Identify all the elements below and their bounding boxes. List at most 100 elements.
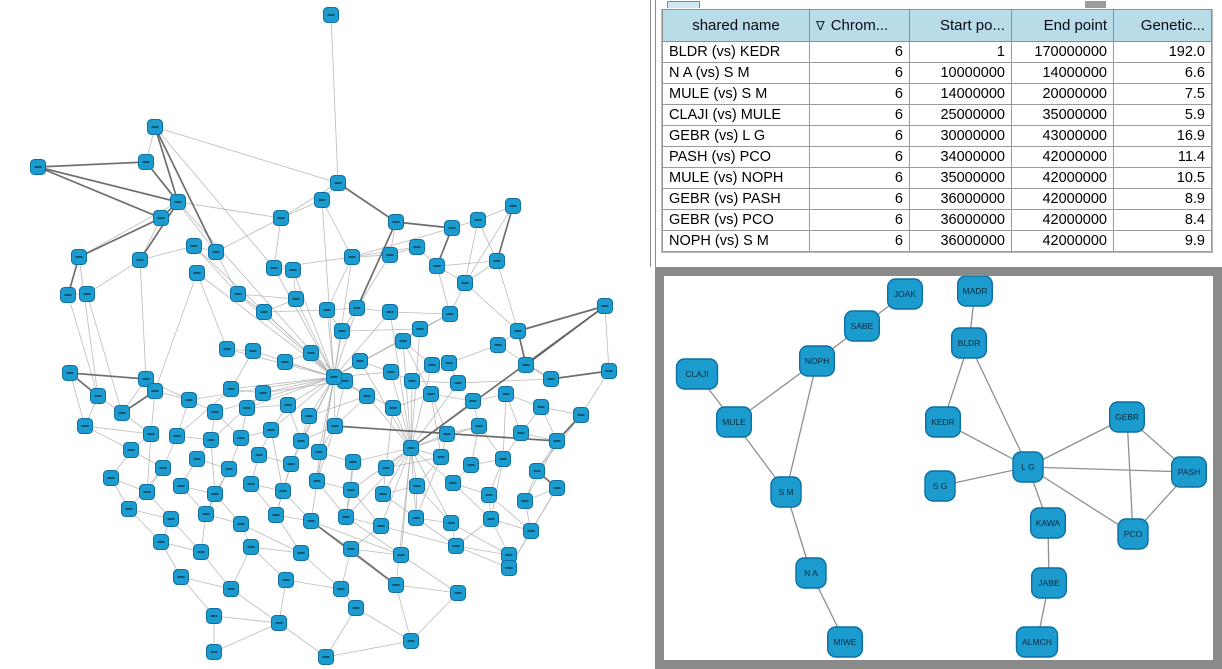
cell-gen[interactable]: 11.4 (1113, 146, 1212, 168)
cell-gen[interactable]: 192.0 (1113, 41, 1212, 63)
cell-chrom[interactable]: 6 (809, 104, 910, 126)
table-row[interactable]: GEBR (vs) PASH 6 36000000 42000000 8.9 (662, 188, 1212, 210)
network-node-almch[interactable]: ALMCH (1015, 626, 1059, 658)
cell-gen[interactable]: 16.9 (1113, 125, 1212, 147)
cell-end[interactable]: 42000000 (1011, 230, 1114, 252)
cell-start[interactable]: 25000000 (909, 104, 1012, 126)
network-node-bldr[interactable]: BLDR (951, 327, 988, 359)
cell-end[interactable]: 35000000 (1011, 104, 1114, 126)
cell-name[interactable]: PASH (vs) PCO (662, 146, 810, 168)
node-shape[interactable] (924, 470, 956, 502)
cell-start[interactable]: 36000000 (909, 188, 1012, 210)
node-shape[interactable] (795, 557, 827, 589)
cell-end[interactable]: 14000000 (1011, 62, 1114, 84)
network-node-pco[interactable]: PCO (1117, 518, 1149, 550)
node-shape[interactable] (716, 406, 752, 438)
cell-start[interactable]: 34000000 (909, 146, 1012, 168)
cell-start[interactable]: 1 (909, 41, 1012, 63)
network-node-claji[interactable]: CLAJI (675, 358, 719, 390)
cell-name[interactable]: GEBR (vs) PCO (662, 209, 810, 231)
column-header-chromosome[interactable]: ∇ Chrom... (809, 9, 910, 42)
cell-gen[interactable]: 10.5 (1113, 167, 1212, 189)
network-node-miwe[interactable]: MIWE (826, 626, 863, 658)
cell-chrom[interactable]: 6 (809, 209, 910, 231)
network-node-mule[interactable]: MULE (716, 406, 752, 438)
network-node-noph[interactable]: NOPH (798, 345, 835, 377)
cell-start[interactable]: 14000000 (909, 83, 1012, 105)
cell-start[interactable]: 36000000 (909, 230, 1012, 252)
cell-end[interactable]: 20000000 (1011, 83, 1114, 105)
network-node-n-a[interactable]: N A (795, 557, 827, 589)
cell-chrom[interactable]: 6 (809, 146, 910, 168)
cell-end[interactable]: 43000000 (1011, 125, 1114, 147)
detail-network-canvas[interactable]: JOAK MADR SABE BLDR NOPH CLAJI MULE KEDR GEBR L G… (664, 276, 1213, 660)
cell-name[interactable]: MULE (vs) NOPH (662, 167, 810, 189)
node-shape[interactable] (798, 345, 835, 377)
cell-gen[interactable]: 8.9 (1113, 188, 1212, 210)
table-row[interactable]: N A (vs) S M 6 10000000 14000000 6.6 (662, 62, 1212, 84)
cell-gen[interactable]: 5.9 (1113, 104, 1212, 126)
node-shape[interactable] (675, 358, 719, 390)
cell-start[interactable]: 35000000 (909, 167, 1012, 189)
cell-name[interactable]: MULE (vs) S M (662, 83, 810, 105)
cell-chrom[interactable]: 6 (809, 83, 910, 105)
network-node-sabe[interactable]: SABE (843, 310, 880, 342)
cell-gen[interactable]: 9.9 (1113, 230, 1212, 252)
node-shape[interactable] (1171, 456, 1208, 488)
cell-chrom[interactable]: 6 (809, 167, 910, 189)
cell-start[interactable]: 30000000 (909, 125, 1012, 147)
node-shape[interactable] (1030, 507, 1067, 539)
cell-chrom[interactable]: 6 (809, 125, 910, 147)
cell-gen[interactable]: 8.4 (1113, 209, 1212, 231)
column-header-start-point[interactable]: Start po... (909, 9, 1012, 42)
cell-name[interactable]: CLAJI (vs) MULE (662, 104, 810, 126)
cell-gen[interactable]: 6.6 (1113, 62, 1212, 84)
network-node-gebr[interactable]: GEBR (1109, 401, 1146, 433)
table-row[interactable]: GEBR (vs) L G 6 30000000 43000000 16.9 (662, 125, 1212, 147)
cell-name[interactable]: BLDR (vs) KEDR (662, 41, 810, 63)
cell-name[interactable]: N A (vs) S M (662, 62, 810, 84)
scrollbar-thumb[interactable] (1085, 1, 1106, 8)
cell-end[interactable]: 42000000 (1011, 188, 1114, 210)
table-row[interactable]: PASH (vs) PCO 6 34000000 42000000 11.4 (662, 146, 1212, 168)
network-node-kawa[interactable]: KAWA (1030, 507, 1067, 539)
cell-end[interactable]: 42000000 (1011, 167, 1114, 189)
node-shape[interactable] (925, 406, 962, 438)
cell-gen[interactable]: 7.5 (1113, 83, 1212, 105)
cell-end[interactable]: 42000000 (1011, 209, 1114, 231)
node-shape[interactable] (1015, 626, 1059, 658)
node-shape[interactable] (1109, 401, 1146, 433)
node-shape[interactable] (770, 476, 802, 508)
cell-chrom[interactable]: 6 (809, 62, 910, 84)
network-node-madr[interactable]: MADR (957, 276, 993, 307)
cell-chrom[interactable]: 6 (809, 230, 910, 252)
table-row[interactable]: MULE (vs) S M 6 14000000 20000000 7.5 (662, 83, 1212, 105)
cell-end[interactable]: 42000000 (1011, 146, 1114, 168)
node-shape[interactable] (1012, 451, 1044, 483)
node-shape[interactable] (826, 626, 863, 658)
network-node-l-g[interactable]: L G (1012, 451, 1044, 483)
column-header-end-point[interactable]: End point (1011, 9, 1114, 42)
table-row[interactable]: GEBR (vs) PCO 6 36000000 42000000 8.4 (662, 209, 1212, 231)
node-shape[interactable] (843, 310, 880, 342)
network-node-s-g[interactable]: S G (924, 470, 956, 502)
cell-end[interactable]: 170000000 (1011, 41, 1114, 63)
table-row[interactable]: BLDR (vs) KEDR 6 1 170000000 192.0 (662, 41, 1212, 63)
column-header-shared-name[interactable]: shared name (662, 9, 810, 42)
cell-chrom[interactable]: 6 (809, 41, 910, 63)
table-row[interactable]: MULE (vs) NOPH 6 35000000 42000000 10.5 (662, 167, 1212, 189)
column-header-genetic[interactable]: Genetic... (1113, 9, 1212, 42)
cell-start[interactable]: 10000000 (909, 62, 1012, 84)
cell-chrom[interactable]: 6 (809, 188, 910, 210)
network-node-joak[interactable]: JOAK (886, 278, 923, 310)
table-row[interactable]: NOPH (vs) S M 6 36000000 42000000 9.9 (662, 230, 1212, 252)
network-node-pash[interactable]: PASH (1171, 456, 1208, 488)
overview-network-canvas[interactable] (0, 0, 648, 669)
node-shape[interactable] (1117, 518, 1149, 550)
cell-name[interactable]: NOPH (vs) S M (662, 230, 810, 252)
filter-funnel-icon[interactable]: ∇ (816, 18, 825, 33)
network-node-kedr[interactable]: KEDR (925, 406, 962, 438)
cell-start[interactable]: 36000000 (909, 209, 1012, 231)
network-node-s-m[interactable]: S M (770, 476, 802, 508)
cell-name[interactable]: GEBR (vs) PASH (662, 188, 810, 210)
